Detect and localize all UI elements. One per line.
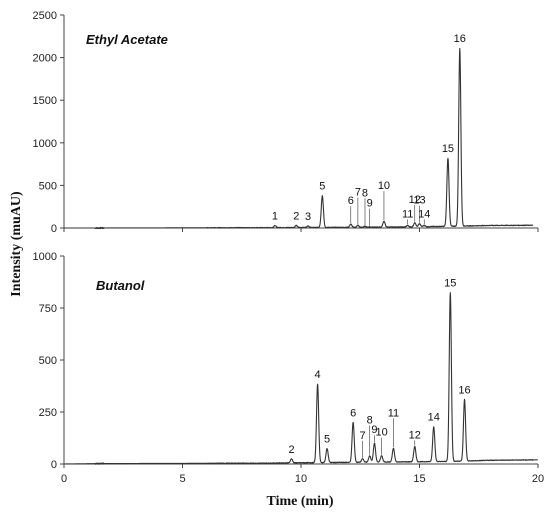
y-tick-label: 2500 <box>33 10 57 22</box>
peak-label: 15 <box>444 277 456 289</box>
peak-label: 1 <box>272 210 278 222</box>
y-tick-label: 250 <box>39 407 57 419</box>
peak-label: 3 <box>305 211 311 223</box>
x-tick-label: 0 <box>61 473 67 485</box>
peak-label: 10 <box>375 427 387 439</box>
panel-title-ethyl-acetate: Ethyl Acetate <box>86 32 168 47</box>
peak-label: 10 <box>378 180 390 192</box>
y-axis-title: Intensity (muAU) <box>9 191 24 297</box>
chromatogram-trace <box>63 47 534 230</box>
y-tick-label: 750 <box>39 303 57 315</box>
peak-label: 9 <box>367 198 373 210</box>
x-tick-label: 20 <box>532 473 544 485</box>
peak-label: 2 <box>293 210 299 222</box>
y-tick-label: 0 <box>51 223 57 235</box>
peak-label: 7 <box>355 186 361 198</box>
panel-title-butanol: Butanol <box>96 278 145 293</box>
y-tick-label: 1000 <box>33 251 57 263</box>
peak-label: 14 <box>418 208 430 220</box>
peak-label: 6 <box>348 195 354 207</box>
x-axis-title: Time (min) <box>266 494 333 509</box>
x-tick-label: 15 <box>413 473 425 485</box>
y-tick-label: 500 <box>39 355 57 367</box>
peak-label: 5 <box>319 181 325 193</box>
chromatogram-trace <box>63 292 539 465</box>
peak-label: 4 <box>315 369 321 381</box>
peak-label: 11 <box>402 208 413 220</box>
peak-label: 12 <box>409 194 421 206</box>
peak-label: 16 <box>454 33 466 45</box>
peak-label: 16 <box>458 385 470 397</box>
y-tick-label: 1500 <box>33 95 57 107</box>
x-tick-label: 5 <box>179 473 185 485</box>
peak-label: 9 <box>371 424 377 436</box>
peak-label: 2 <box>288 444 294 456</box>
peak-label: 8 <box>367 415 373 427</box>
peak-label: 14 <box>428 412 440 424</box>
peak-label: 12 <box>409 429 421 441</box>
y-tick-label: 500 <box>39 180 57 192</box>
peak-label: 8 <box>362 187 368 199</box>
peak-label: 5 <box>324 433 330 445</box>
peak-label: 6 <box>350 407 356 419</box>
peak-label: 7 <box>360 430 366 442</box>
y-tick-label: 0 <box>51 459 57 471</box>
y-tick-label: 2000 <box>33 53 57 65</box>
x-tick-label: 10 <box>295 473 307 485</box>
peak-label: 13 <box>413 195 425 207</box>
y-tick-label: 1000 <box>33 138 57 150</box>
peak-label: 11 <box>388 407 399 419</box>
peak-label: 15 <box>442 143 454 155</box>
